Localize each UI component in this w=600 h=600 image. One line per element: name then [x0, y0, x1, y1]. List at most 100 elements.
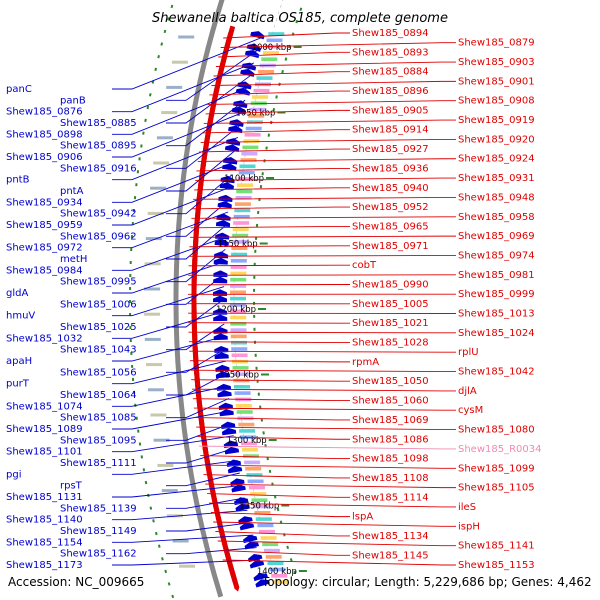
label-connector	[166, 74, 252, 124]
label-connector	[189, 235, 456, 238]
gene-label: Shew185_0936	[352, 163, 429, 174]
label-connector	[215, 61, 456, 67]
gene-label: Shew185_1013	[458, 309, 535, 320]
gene-label: panB	[60, 95, 86, 106]
feature-bar	[238, 422, 255, 427]
label-connector	[166, 174, 233, 215]
gene-label: Shew185_0962	[60, 231, 137, 242]
gene-label: pntA	[60, 186, 84, 197]
gene-label: Shew185_0894	[352, 28, 429, 39]
reverse-gene-mark	[223, 157, 238, 165]
label-connector	[203, 119, 456, 124]
gene-label: Shew185_1042	[458, 367, 535, 378]
gene-label: metH	[60, 254, 87, 265]
label-connector	[210, 512, 350, 518]
label-connector	[191, 388, 456, 392]
gene-label: Shew185_1134	[352, 531, 429, 542]
reverse-gene-mark	[214, 238, 229, 246]
label-connector	[112, 435, 234, 453]
reverse-gene-mark	[215, 371, 231, 379]
reverse-gene-mark	[235, 503, 250, 512]
forward-gene-mark	[230, 573, 240, 592]
label-connector	[218, 51, 350, 58]
label-connector	[112, 62, 255, 113]
label-connector	[196, 426, 456, 431]
feature-bar	[260, 536, 277, 540]
gene-label: Shew185_1080	[458, 425, 535, 436]
label-connector	[112, 286, 225, 317]
label-connectors	[112, 32, 456, 566]
gene-label: apaH	[6, 356, 32, 367]
label-connector	[193, 196, 456, 200]
feature-bar	[233, 221, 250, 225]
label-connector	[112, 310, 225, 339]
feature-bar	[269, 567, 286, 572]
feature-bar	[235, 403, 252, 408]
feature-bar	[234, 385, 250, 389]
label-connector	[112, 37, 261, 90]
label-connector	[213, 521, 456, 527]
gene-label: Shew185_0916	[60, 163, 137, 174]
feature-bar	[150, 413, 167, 417]
feature-bar	[252, 95, 269, 99]
reverse-gene-mark	[214, 352, 229, 360]
feature-bar	[238, 170, 255, 175]
feature-bar	[144, 337, 161, 341]
reverse-gene-mark	[215, 232, 230, 240]
reverse-gene-mark	[237, 81, 252, 90]
label-connector	[112, 509, 248, 521]
gene-label: Shew185_0906	[6, 152, 83, 163]
gene-label: Shew185_0934	[6, 197, 83, 208]
gene-label: Shew185_0914	[352, 125, 429, 136]
feature-bar	[266, 38, 283, 43]
label-connector	[196, 167, 350, 172]
gene-label: hmuV	[6, 311, 35, 322]
gene-label: purT	[6, 379, 30, 390]
gene-label: Shew185_1086	[352, 434, 429, 445]
gene-label: pntB	[6, 175, 30, 186]
reverse-gene-mark	[216, 213, 231, 221]
kbp-ticks: 1000 kbp 1050 kbp 1100 kbp 1150 kbp 1200 kbp…	[216, 43, 307, 577]
label-connector	[200, 138, 456, 143]
label-connector	[112, 559, 261, 566]
label-connector	[166, 273, 225, 305]
gene-label: Shew185_0940	[352, 183, 429, 194]
label-connector	[205, 483, 456, 489]
gene-label: djlA	[458, 386, 477, 397]
feature-bar	[244, 133, 261, 137]
gene-label: Shew185_1162	[60, 549, 137, 560]
gene-label: panC	[6, 84, 32, 95]
reverse-gene-mark	[215, 220, 231, 228]
label-connector	[188, 331, 456, 334]
feature-bar	[258, 70, 275, 74]
feature-bar	[230, 290, 246, 295]
feature-bar	[244, 460, 261, 465]
feature-bar	[144, 312, 161, 316]
feature-bar	[267, 561, 284, 565]
accession-text: Accession: NC_009665	[8, 575, 144, 589]
feature-bar	[235, 196, 252, 200]
gene-label: Shew185_0895	[60, 141, 137, 152]
label-connector	[166, 199, 230, 237]
feature-bar	[232, 227, 249, 232]
label-connector	[112, 211, 229, 249]
label-connector	[112, 112, 243, 158]
label-connector	[197, 158, 456, 162]
gene-label: Shew185_1098	[352, 454, 429, 465]
label-connector	[191, 379, 350, 382]
feature-bar	[161, 111, 178, 115]
feature-bar	[250, 492, 267, 496]
gene-label: Shew185_1099	[458, 463, 535, 474]
reverse-gene-mark	[244, 541, 260, 550]
gene-label: Shew185_1056	[60, 367, 137, 378]
feature-bar	[230, 334, 247, 339]
feature-bar	[172, 539, 189, 543]
feature-bar	[243, 454, 259, 458]
feature-bar	[230, 322, 247, 326]
gene-label: Shew185_0927	[352, 144, 429, 155]
label-connector	[188, 341, 350, 343]
kbp-tick-label: 1000 kbp	[252, 43, 292, 53]
feature-bar	[231, 246, 248, 250]
tick-ring	[129, 0, 175, 600]
label-connector	[189, 350, 456, 353]
